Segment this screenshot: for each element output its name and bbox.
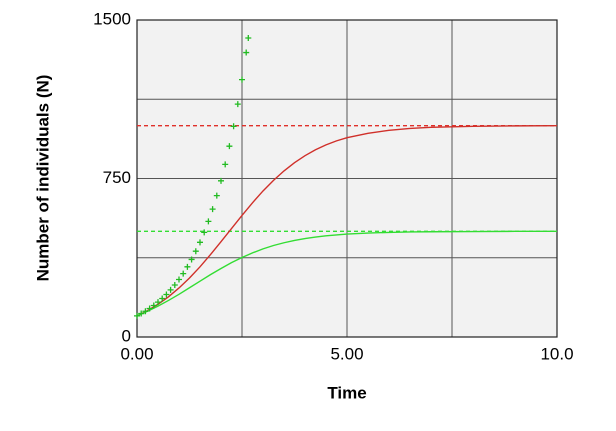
plus-marker — [142, 308, 149, 315]
plus-marker — [209, 206, 216, 213]
plus-marker — [150, 302, 157, 309]
x-tick-label: 10.0 — [540, 344, 573, 363]
plus-marker — [234, 101, 241, 108]
plus-marker — [245, 34, 252, 41]
plus-marker — [192, 248, 199, 255]
plus-marker — [197, 239, 203, 246]
plus-marker — [218, 177, 224, 184]
plus-marker — [159, 295, 166, 302]
plus-marker — [230, 123, 237, 130]
plot-border — [136, 19, 558, 338]
plus-marker — [146, 305, 153, 312]
series-line — [136, 124, 558, 317]
plus-marker — [222, 161, 229, 168]
x-axis-label: Time — [327, 383, 366, 402]
plus-marker — [163, 291, 170, 298]
plus-marker — [239, 76, 245, 83]
plus-marker — [243, 49, 250, 56]
y-tick-label: 750 — [103, 168, 131, 187]
plus-marker — [184, 263, 191, 270]
plus-marker — [134, 312, 140, 319]
plus-marker — [188, 256, 195, 263]
plus-marker — [171, 282, 178, 289]
y-tick-label: 0 — [122, 326, 131, 345]
plus-marker — [138, 310, 145, 317]
plus-marker — [176, 276, 182, 283]
plus-marker — [205, 218, 212, 225]
series-line — [136, 230, 557, 317]
y-axis-label: Number of individuals (N) — [33, 75, 52, 282]
plus-marker — [201, 229, 208, 236]
plus-marker — [167, 286, 174, 293]
y-tick-label: 1500 — [93, 9, 131, 28]
plus-marker — [226, 143, 233, 150]
plus-marker — [213, 192, 220, 199]
plus-marker — [180, 270, 187, 277]
x-tick-label: 0.00 — [120, 344, 153, 363]
x-tick-label: 5.00 — [330, 344, 363, 363]
plus-marker — [155, 299, 161, 306]
